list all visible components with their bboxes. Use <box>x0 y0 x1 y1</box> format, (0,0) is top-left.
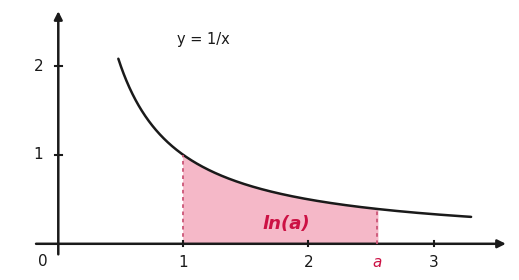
Text: 2: 2 <box>304 255 313 270</box>
Text: 0: 0 <box>38 255 48 269</box>
Text: 2: 2 <box>34 59 43 74</box>
Text: a: a <box>373 255 382 270</box>
Text: 3: 3 <box>429 255 439 270</box>
Text: ln(a): ln(a) <box>263 215 310 233</box>
Text: 1: 1 <box>34 148 43 162</box>
Text: 1: 1 <box>179 255 188 270</box>
Text: y = 1/x: y = 1/x <box>177 32 230 47</box>
